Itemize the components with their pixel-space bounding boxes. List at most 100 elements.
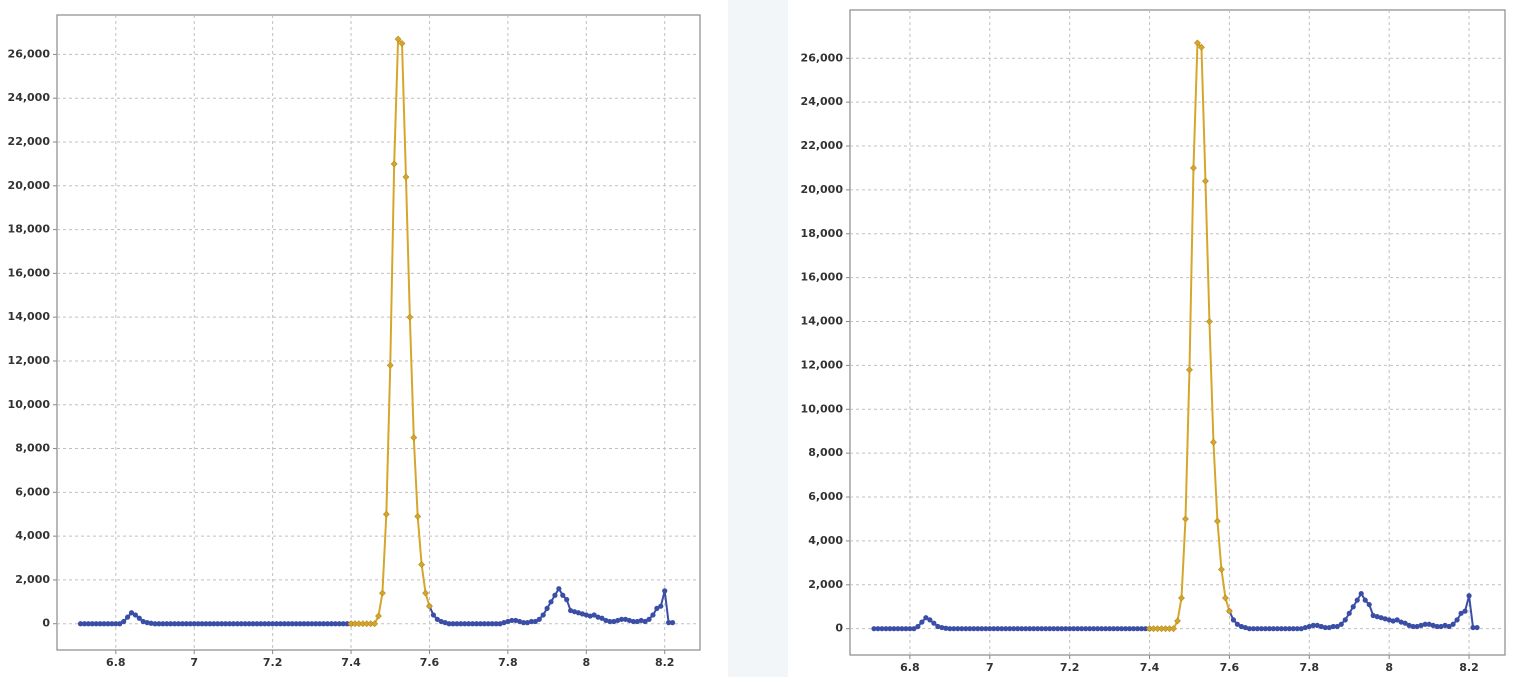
y-tick-label: 16,000 bbox=[8, 266, 51, 279]
point bbox=[618, 616, 625, 622]
point bbox=[394, 35, 402, 43]
point bbox=[128, 610, 135, 616]
point bbox=[430, 612, 436, 618]
point bbox=[1174, 617, 1181, 625]
point bbox=[879, 626, 885, 632]
point bbox=[1254, 626, 1260, 632]
point bbox=[191, 621, 197, 627]
point bbox=[1134, 626, 1141, 632]
point bbox=[438, 618, 444, 625]
point bbox=[297, 621, 303, 627]
point bbox=[1402, 620, 1408, 626]
point bbox=[634, 618, 640, 625]
point bbox=[1466, 593, 1472, 599]
point bbox=[285, 621, 291, 627]
point bbox=[390, 160, 398, 168]
point bbox=[1434, 623, 1440, 630]
point bbox=[1362, 597, 1368, 603]
point bbox=[1414, 623, 1420, 630]
plot-area bbox=[849, 9, 1506, 656]
point bbox=[485, 621, 491, 627]
y-tick-label: 20,000 bbox=[8, 179, 51, 192]
y-tick-label: 24,000 bbox=[8, 91, 51, 104]
y-tick-label: 14,000 bbox=[8, 310, 51, 323]
point bbox=[967, 626, 973, 632]
x-tick-label: 7.2 bbox=[1060, 661, 1080, 674]
y-tick-label: 4,000 bbox=[15, 529, 50, 542]
y-tick-label: 14,000 bbox=[801, 315, 844, 328]
point bbox=[959, 626, 965, 632]
point bbox=[187, 621, 193, 627]
point bbox=[105, 621, 111, 627]
point bbox=[273, 621, 280, 627]
gap bbox=[728, 0, 788, 677]
point bbox=[1027, 626, 1033, 632]
point bbox=[939, 624, 945, 631]
point bbox=[883, 626, 889, 632]
point bbox=[1103, 626, 1109, 632]
point bbox=[1382, 616, 1388, 622]
point bbox=[1422, 621, 1428, 627]
point bbox=[309, 621, 315, 627]
point bbox=[955, 626, 961, 632]
point bbox=[305, 621, 311, 627]
point bbox=[1118, 626, 1125, 632]
point bbox=[1095, 626, 1101, 632]
point bbox=[1099, 626, 1105, 632]
y-tick-label: 26,000 bbox=[801, 51, 844, 64]
point bbox=[1322, 624, 1328, 631]
point bbox=[1418, 622, 1424, 628]
point bbox=[1410, 623, 1416, 630]
point bbox=[875, 626, 881, 632]
point bbox=[109, 621, 115, 627]
point bbox=[540, 612, 546, 618]
point bbox=[230, 621, 237, 627]
point bbox=[183, 621, 189, 627]
point bbox=[160, 621, 166, 627]
point bbox=[607, 618, 613, 625]
point bbox=[650, 612, 656, 618]
y-tick-label: 8,000 bbox=[15, 442, 50, 455]
point bbox=[1110, 626, 1117, 632]
point bbox=[907, 626, 913, 632]
point bbox=[995, 626, 1001, 632]
point bbox=[979, 626, 985, 632]
point bbox=[501, 620, 507, 626]
point bbox=[1438, 623, 1444, 630]
point bbox=[935, 623, 941, 630]
point bbox=[402, 173, 410, 181]
point bbox=[270, 621, 276, 627]
point bbox=[895, 626, 901, 632]
y-tick-label: 16,000 bbox=[801, 271, 844, 284]
point bbox=[164, 621, 170, 627]
point bbox=[211, 621, 217, 627]
point bbox=[466, 621, 472, 627]
point bbox=[1007, 626, 1013, 632]
y-tick-label: 12,000 bbox=[801, 358, 844, 371]
point bbox=[947, 626, 953, 632]
point bbox=[658, 603, 664, 609]
point bbox=[987, 626, 993, 632]
point bbox=[89, 621, 95, 627]
point bbox=[1310, 622, 1316, 628]
point bbox=[1442, 622, 1448, 628]
point bbox=[1190, 164, 1197, 172]
point bbox=[375, 612, 382, 620]
point bbox=[591, 612, 597, 618]
point bbox=[975, 626, 981, 632]
point bbox=[1318, 623, 1324, 630]
x-tick-label: 8 bbox=[1385, 661, 1393, 674]
y-tick-label: 8,000 bbox=[808, 446, 843, 459]
point bbox=[242, 621, 248, 627]
point bbox=[1378, 615, 1384, 621]
point bbox=[301, 621, 307, 627]
point bbox=[344, 621, 350, 627]
point bbox=[1035, 626, 1041, 632]
point bbox=[1063, 626, 1069, 632]
point bbox=[642, 618, 648, 625]
point bbox=[971, 626, 977, 632]
point bbox=[195, 621, 201, 627]
point bbox=[175, 621, 182, 627]
point bbox=[1274, 626, 1280, 632]
point bbox=[626, 617, 633, 624]
